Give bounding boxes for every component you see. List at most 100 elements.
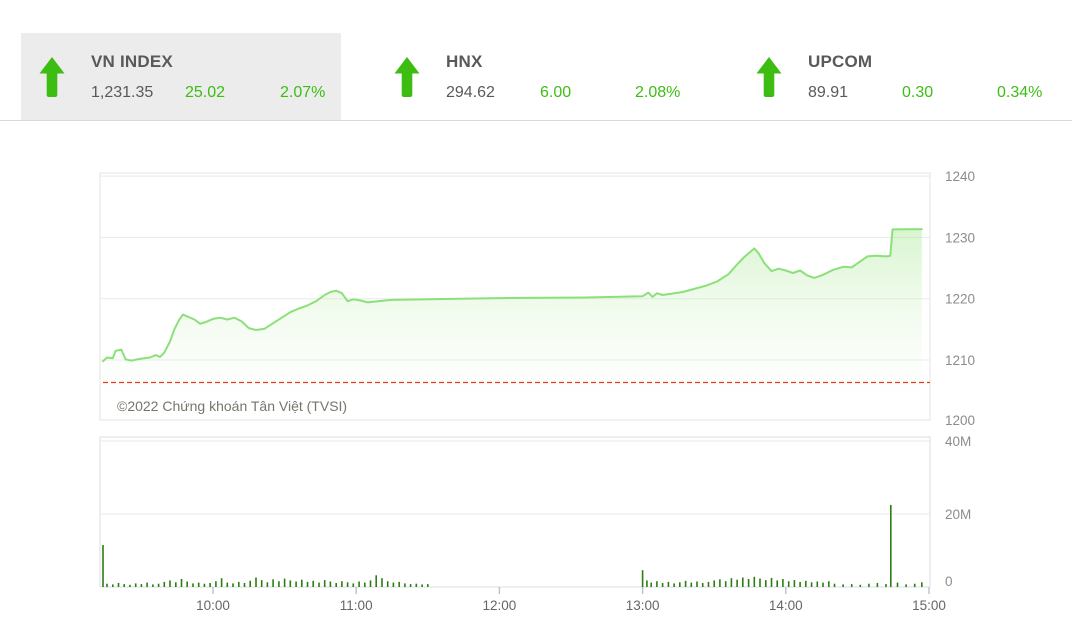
volume-bar [215,581,217,587]
volume-bar [759,578,761,587]
volume-bar [742,577,744,587]
volume-axis-label: 20M [945,507,971,522]
volume-bar [650,582,652,587]
price-axis-label: 1210 [945,353,975,368]
volume-bar [850,584,853,587]
volume-bar [684,580,687,587]
volume-bar [341,581,343,587]
volume-bar [905,584,907,587]
volume-bar [272,579,274,587]
volume-bar [306,581,309,587]
volume-bar [696,581,698,587]
volume-bar [415,583,418,587]
volume-bar [295,581,297,587]
volume-bar [278,581,280,587]
volume-bar [232,583,234,587]
volume-bar [816,581,819,587]
volume-bar [690,582,693,587]
volume-bar [782,579,784,587]
header-divider [0,120,1072,121]
volume-bar [352,583,355,587]
volume-axis-label: 0 [945,574,953,589]
index-value: 1,231.35 [91,83,154,101]
volume-bar [381,578,383,587]
volume-bar [656,581,658,587]
volume-bar [921,582,923,587]
volume-bar [329,581,332,587]
volume-bar [243,583,246,587]
volume-bar [364,582,366,587]
volume-bar [409,584,412,587]
index-change: 25.02 [185,83,226,101]
volume-bar [283,578,286,587]
volume-bar [140,584,143,587]
volume-bar [427,584,429,587]
volume-bar [169,580,171,587]
volume-bar [386,581,389,587]
volume-bar [289,580,292,587]
volume-bar [667,581,670,587]
price-volume-chart[interactable]: 1240 1230 1220 1210 1200 40M 20M 0 10:00 11:00 12:… [0,121,1072,622]
price-axis-label: 1240 [945,169,975,184]
volume-bar [312,580,314,587]
index-change-percent: 2.08% [635,83,681,101]
volume-bar [152,584,154,587]
volume-bar [805,580,807,587]
volume-bar [719,579,721,587]
volume-bar [730,578,733,587]
index-panel-vnindex[interactable]: VN INDEX 1,231.35 25.02 2.07% [21,33,341,120]
volume-bar [180,579,183,587]
volume-bar [192,583,194,587]
volume-bar [318,582,320,587]
x-axis-label: 10:00 [196,598,230,613]
index-name: HNX [446,51,483,71]
up-arrow-icon [394,56,420,98]
volume-bar [641,570,644,587]
volume-bar [323,580,326,587]
volume-bar [724,581,727,587]
volume-bar [787,581,790,587]
volume-bar [375,575,377,587]
volume-bar [220,578,223,587]
volume-bar [679,582,681,587]
volume-bar [747,579,750,587]
volume-bar [885,584,887,587]
volume-bar [421,584,423,587]
price-axis-label: 1200 [945,413,975,428]
volume-bar [736,579,738,587]
index-change: 6.00 [540,83,572,101]
volume-bar [770,577,773,587]
index-name: UPCOM [808,51,873,71]
volume-bar [707,581,710,587]
volume-axis-label: 40M [945,434,971,449]
volume-bar [890,504,892,587]
volume-bar [186,581,188,587]
volume-bar [753,576,756,587]
volume-bar [859,584,862,587]
index-panel-hnx[interactable]: HNX 294.62 6.00 2.08% [376,33,696,120]
volume-bar [335,583,337,587]
volume-bar [392,582,395,587]
volume-bar [226,582,229,587]
volume-bar [876,583,879,587]
price-axis-label: 1220 [945,292,975,307]
up-arrow-icon [39,56,65,98]
volume-bar [346,582,349,587]
volume-bar [398,581,400,587]
volume-bar [129,584,131,587]
volume-bar [358,581,360,587]
index-panel-upcom[interactable]: UPCOM 89.91 0.30 0.34% [738,33,1058,120]
index-change: 0.30 [902,83,934,101]
x-axis-label: 12:00 [483,598,517,613]
index-change-percent: 0.34% [997,83,1043,101]
x-axis-label: 14:00 [769,598,803,613]
index-summary-bar: VN INDEX 1,231.35 25.02 2.07% HNX 294.62… [0,33,1072,120]
volume-bar [266,582,269,587]
volume-bar [255,577,257,587]
volume-bar [209,583,211,587]
volume-bar [673,583,675,587]
volume-panel [99,436,931,588]
x-axis-label: 13:00 [626,598,660,613]
price-area-fill [103,229,922,420]
volume-bar [661,583,664,587]
